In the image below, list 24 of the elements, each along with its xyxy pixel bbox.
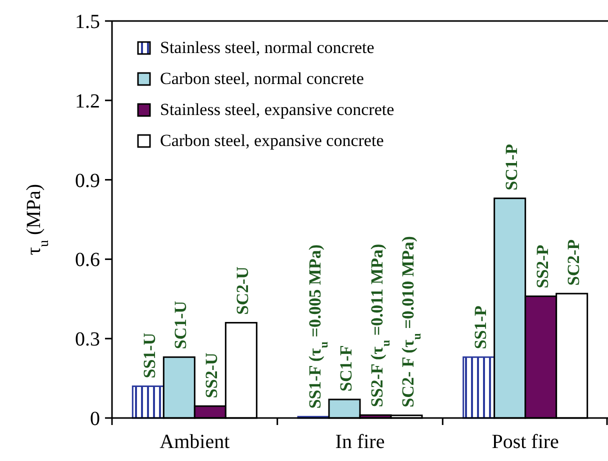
legend-label: Stainless steel, normal concrete <box>160 38 374 57</box>
data-label: SC1-F <box>336 345 356 392</box>
legend-label: Carbon steel, normal concrete <box>160 69 364 88</box>
y-tick-label: 0.9 <box>75 170 100 192</box>
legend-label: Carbon steel, expansive concrete <box>160 131 384 150</box>
bar <box>462 356 496 419</box>
data-label: SS1-U <box>140 332 160 378</box>
y-tick-label: 1.5 <box>75 11 100 33</box>
data-label: SS2-U <box>202 352 222 398</box>
y-tick-label: 0.6 <box>75 249 100 272</box>
legend-label: Stainless steel, expansive concrete <box>160 100 394 119</box>
data-label: SC2-P <box>564 239 583 286</box>
bar <box>132 385 164 419</box>
data-label: SS2-P <box>532 244 552 288</box>
x-tick-label: In fire <box>335 431 385 453</box>
y-tick-label: 0 <box>90 408 100 430</box>
data-label: SS1-P <box>470 306 490 350</box>
y-tick-label: 0.3 <box>75 328 100 351</box>
data-label: SC2-U <box>233 266 252 315</box>
data-label: SC1-P <box>502 144 521 190</box>
x-tick-label: Post fire <box>492 431 560 453</box>
y-tick-label: 1.2 <box>75 90 100 112</box>
x-tick-label: Ambient <box>160 431 230 453</box>
data-label: SC1-U <box>171 300 190 350</box>
